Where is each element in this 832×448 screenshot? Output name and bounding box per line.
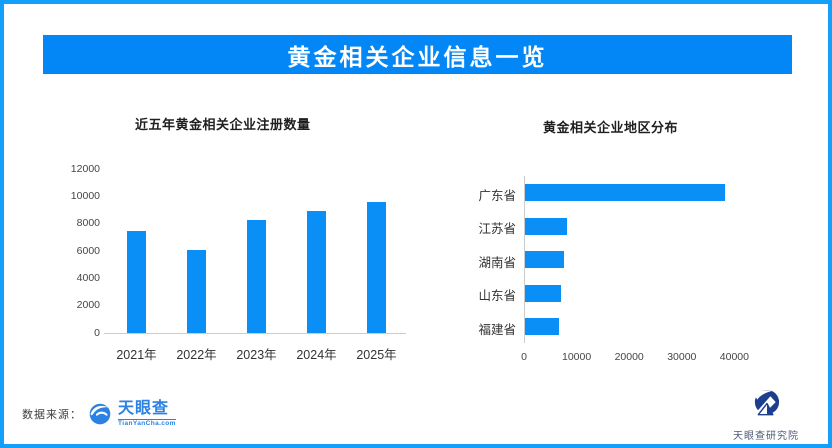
page-title: 黄金相关企业信息一览 [287,43,548,70]
institute-logo: 天眼查研究院 [730,389,802,442]
y-tick-label: 6000 [76,244,100,257]
data-source-label: 数据来源： [22,409,82,422]
x-category-label: 2024年 [296,348,337,362]
right-chart-title: 黄金相关企业地区分布 [543,120,679,135]
tianyancha-logo-text: 天眼查 [118,400,170,417]
banner: 黄金相关企业信息一览 [43,35,792,74]
x-tick-label: 10000 [561,351,592,363]
bar-江苏省 [525,217,568,235]
x-tick-label: 0 [521,351,527,363]
institute-logo-icon [750,389,782,424]
y-tick-label: 8000 [76,217,100,230]
institute-label: 天眼查研究院 [733,431,799,442]
tianyancha-logo: 天眼查 TianYanCha.com [118,401,176,428]
y-category-label: 广东省 [478,188,516,203]
bar-福建省 [525,318,560,335]
tianyancha-eye-icon [89,403,111,425]
x-category-label: 2022年 [176,348,217,362]
y-category-label: 江苏省 [478,222,516,236]
data-source: 数据来源： 天眼查 TianYanCha.com [22,401,176,428]
tianyancha-logo-subtext: TianYanCha.com [118,419,176,427]
x-tick-label: 40000 [719,351,749,363]
y-axis-line [524,176,525,343]
x-category-label: 2025年 [356,348,397,362]
bar-2024年 [307,211,326,333]
y-category-label: 福建省 [478,322,516,337]
bar-湖南省 [525,251,564,268]
bar-广东省 [525,184,725,201]
chart-registrations: 0 2000 4000 6000 8000 10000 12000 2021年 2022年 202… [60,150,440,365]
bar-2021年 [127,230,146,333]
y-tick-label: 10000 [70,189,100,202]
y-tick-label: 2000 [76,299,100,312]
chart-regions: 广东省江苏省湖南省山东省福建省 0 10000 20000 30000 40000 [450,150,810,370]
x-tick-label: 30000 [667,351,697,363]
y-category-label: 山东省 [478,289,516,303]
x-category-label: 2021年 [116,348,157,362]
x-axis-line [104,333,406,334]
y-tick-label: 4000 [76,271,100,284]
bar-2022年 [187,249,206,333]
bar-山东省 [525,284,562,302]
y-tick-label: 12000 [70,162,100,175]
x-category-label: 2023年 [236,348,277,362]
bar-2023年 [247,219,266,333]
bar-2025年 [367,201,386,333]
y-tick-label: 0 [94,326,100,339]
x-tick-label: 20000 [614,351,644,363]
y-category-label: 湖南省 [478,255,516,270]
left-chart-title: 近五年黄金相关企业注册数量 [135,117,311,132]
